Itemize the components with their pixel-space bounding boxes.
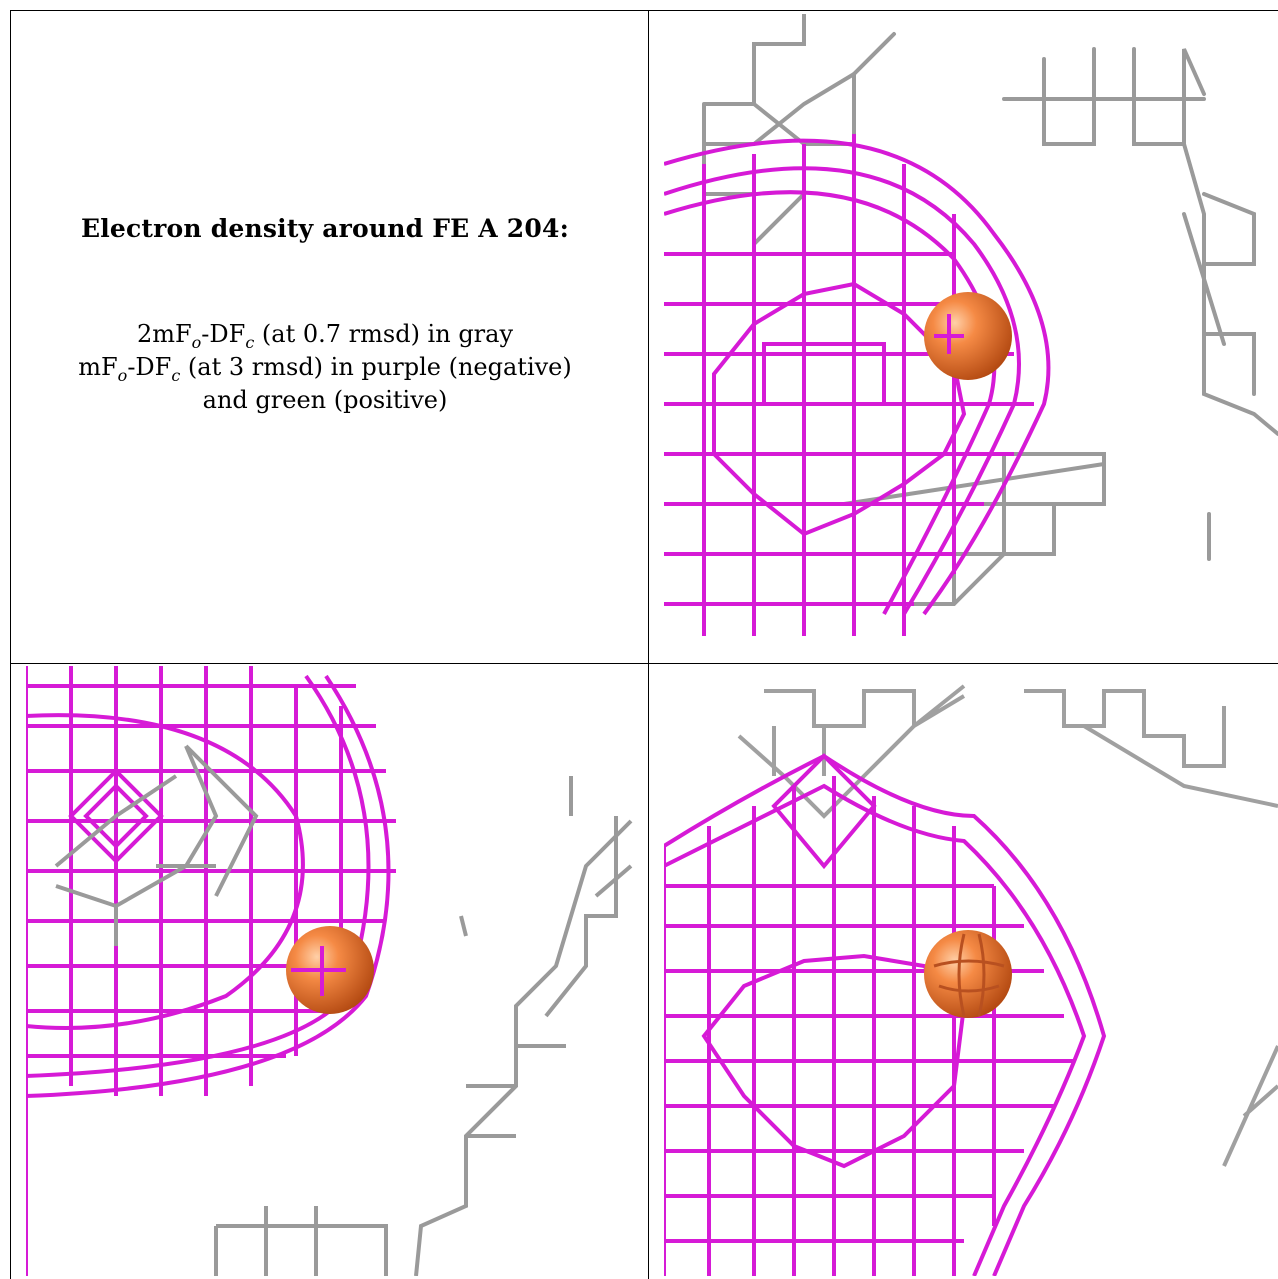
caption-cell: Electron density around FE A 204: 2mFo-D…: [12, 0, 638, 660]
caption-line-2fofc: 2mFo-DFc (at 0.7 rmsd) in gray: [136, 320, 514, 352]
caption-line-fofc: mFo-DFc (at 3 rmsd) in purple (negative): [78, 353, 572, 385]
table-divider-vertical: [648, 10, 649, 1279]
gray-mesh-2fofc: [54, 744, 633, 1276]
fe-atom: [924, 292, 1012, 380]
table-divider-horizontal: [10, 663, 1278, 664]
table-border-top: [10, 10, 1278, 11]
density-view-2-svg: [26, 666, 633, 1276]
fe-atom: [924, 930, 1012, 1018]
density-view-1: [664, 14, 1278, 636]
purple-mesh-fofc: [664, 134, 1051, 636]
density-view-1-svg: [664, 14, 1278, 636]
table-border-left: [10, 10, 11, 1279]
caption-title: Electron density around FE A 204:: [80, 214, 570, 243]
purple-mesh-fofc: [664, 753, 1107, 1276]
density-view-3-svg: [664, 684, 1278, 1276]
fe-atom: [286, 926, 374, 1014]
density-view-3: [664, 666, 1278, 1276]
density-view-2: [26, 666, 634, 1276]
caption-line-positive: and green (positive): [202, 386, 448, 414]
